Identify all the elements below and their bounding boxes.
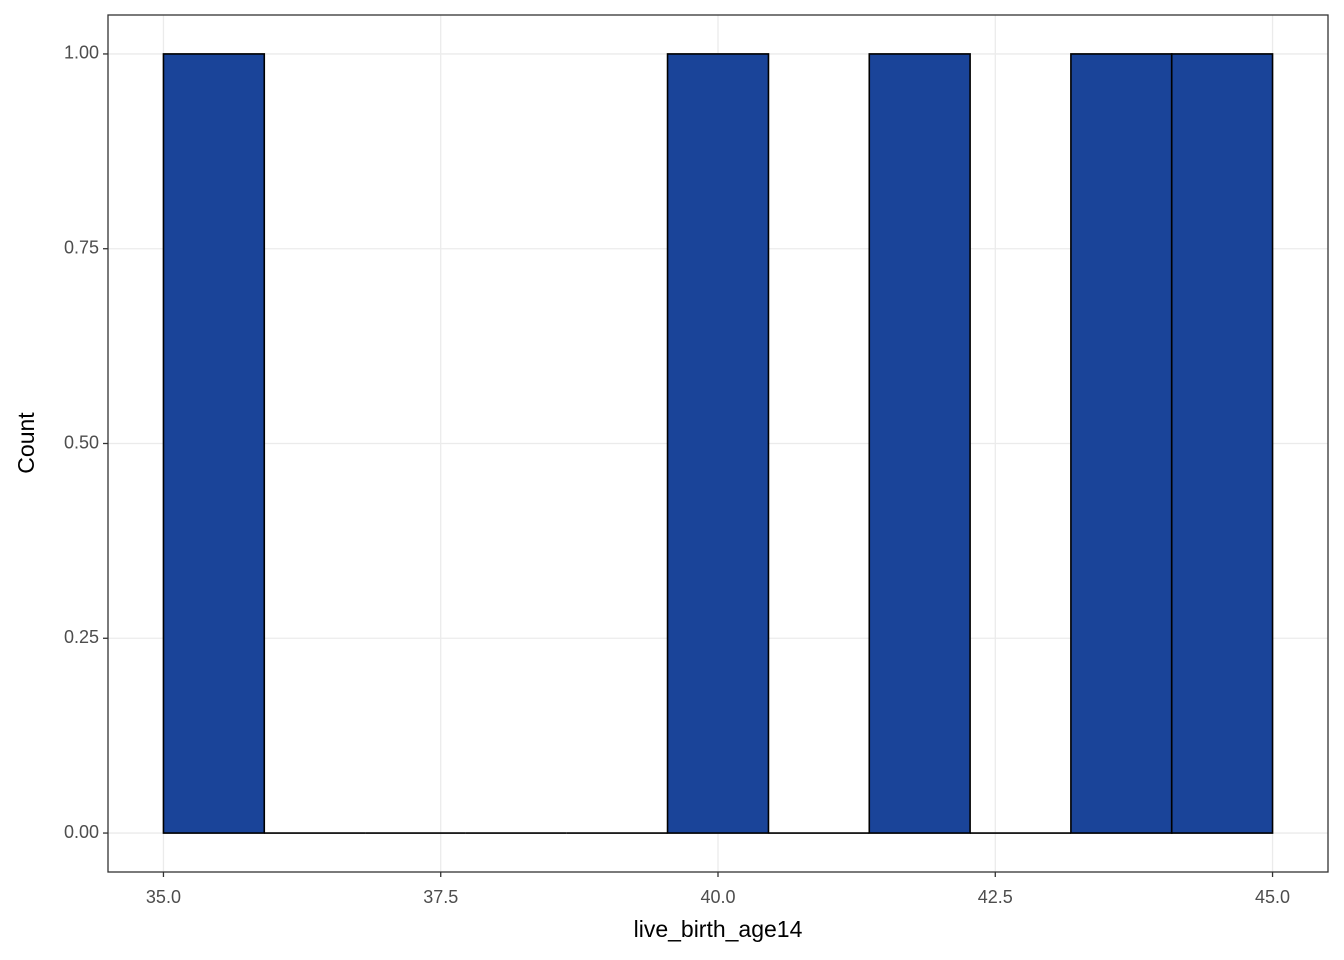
y-tick-label: 0.50	[64, 432, 99, 452]
y-tick-label: 0.00	[64, 822, 99, 842]
y-tick-label: 1.00	[64, 43, 99, 63]
y-tick-label: 0.75	[64, 237, 99, 257]
y-tick-label: 0.25	[64, 627, 99, 647]
x-tick-label: 42.5	[978, 887, 1013, 907]
y-axis-title: Count	[13, 412, 39, 474]
bar	[1070, 53, 1173, 834]
x-tick-label: 37.5	[423, 887, 458, 907]
x-tick-label: 40.0	[700, 887, 735, 907]
panel-border	[107, 14, 1329, 873]
x-axis-title: live_birth_age14	[634, 916, 803, 942]
bar	[666, 53, 770, 834]
x-tick-label: 45.0	[1255, 887, 1290, 907]
x-tick-label: 35.0	[146, 887, 181, 907]
bar	[162, 53, 266, 834]
bar	[868, 53, 971, 834]
bar	[1170, 53, 1274, 834]
